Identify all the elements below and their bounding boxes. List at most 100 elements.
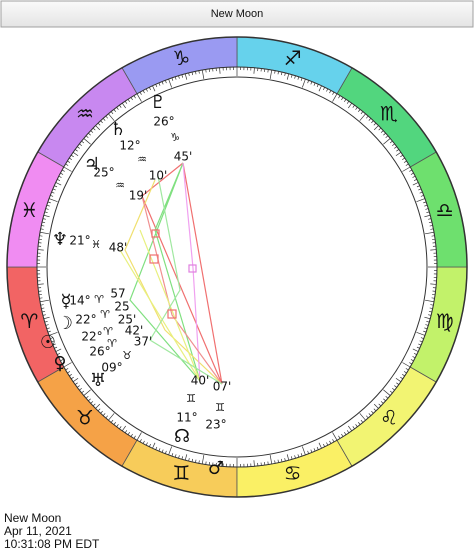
- degree-tick: [85, 135, 89, 139]
- degree-tick: [383, 398, 386, 402]
- degree-tick: [42, 218, 46, 220]
- degree-tick: [326, 442, 329, 446]
- degree-tick: [416, 185, 420, 188]
- degree-tick: [184, 73, 188, 80]
- aspect-marker: [188, 264, 197, 273]
- degree-tick: [368, 118, 372, 121]
- degree-tick: [70, 154, 74, 158]
- degree-tick: [307, 80, 310, 84]
- planet-minutes: 45': [174, 150, 193, 164]
- aspect-marker: [151, 229, 160, 238]
- degree-tick: [352, 104, 355, 108]
- degree-tick: [74, 149, 78, 152]
- degree-tick: [316, 446, 319, 450]
- planet-degree: 14°: [69, 294, 90, 308]
- degree-tick: [43, 316, 50, 320]
- degree-tick: [412, 356, 416, 359]
- planet-degree: 09°: [101, 361, 122, 375]
- degree-tick: [412, 348, 419, 352]
- degree-tick: [105, 115, 109, 119]
- degree-tick: [300, 453, 303, 457]
- degree-tick: [253, 67, 255, 74]
- degree-tick: [400, 376, 404, 380]
- degree-tick: [297, 76, 300, 80]
- degree-tick: [181, 74, 184, 78]
- degree-tick: [136, 93, 142, 102]
- degree-tick: [174, 454, 177, 458]
- degree-tick: [47, 201, 51, 204]
- degree-tick: [105, 415, 109, 419]
- degree-tick: [392, 388, 395, 391]
- degree-tick: [50, 337, 54, 340]
- degree-tick: [365, 115, 369, 119]
- planet-sign: ♈: [94, 293, 104, 306]
- degree-tick: [416, 346, 420, 349]
- degree-tick: [52, 188, 56, 191]
- degree-tick: [413, 353, 417, 355]
- aspect-lines: [119, 162, 223, 385]
- planet-minutes: 42': [125, 324, 144, 338]
- degree-tick: [46, 204, 50, 207]
- degree-tick: [338, 435, 341, 439]
- degree-tick: [416, 331, 426, 336]
- sign-glyph: ♈: [20, 309, 38, 333]
- planet-minutes: 40': [191, 374, 210, 388]
- degree-tick: [371, 410, 374, 414]
- planet-sign: ♑: [170, 131, 180, 144]
- degree-tick: [430, 304, 434, 306]
- degree-tick: [290, 74, 293, 78]
- degree-tick: [318, 442, 322, 449]
- degree-tick: [74, 382, 78, 385]
- degree-tick: [51, 191, 55, 194]
- degree-tick: [429, 307, 433, 309]
- degree-tick: [403, 371, 407, 374]
- degree-tick: [313, 448, 316, 452]
- degree-tick: [286, 454, 290, 461]
- degree-tick: [410, 172, 414, 175]
- degree-tick: [102, 413, 106, 416]
- degree-tick: [359, 113, 366, 121]
- degree-tick: [61, 362, 65, 365]
- degree-tick: [155, 84, 158, 88]
- degree-tick: [389, 390, 393, 394]
- degree-tick: [412, 175, 416, 178]
- degree-tick: [40, 304, 44, 306]
- degree-tick: [413, 179, 417, 181]
- degree-tick: [395, 377, 402, 383]
- aspect-marker: [167, 309, 177, 319]
- degree-tick: [60, 172, 64, 175]
- degree-tick: [152, 442, 156, 449]
- degree-tick: [130, 433, 133, 437]
- degree-tick: [58, 175, 62, 178]
- degree-tick: [429, 225, 433, 227]
- degree-tick: [116, 107, 119, 110]
- degree-tick: [425, 324, 429, 326]
- planet-glyph: ☽: [57, 313, 73, 334]
- degree-tick: [410, 359, 414, 362]
- degree-tick: [69, 374, 72, 377]
- degree-tick: [136, 432, 142, 441]
- degree-tick: [360, 419, 364, 423]
- degree-tick: [290, 456, 293, 460]
- planet-minutes: 37': [134, 335, 153, 349]
- degree-tick: [72, 377, 79, 383]
- degree-tick: [425, 299, 435, 303]
- degree-tick: [168, 78, 173, 88]
- degree-tick: [37, 249, 44, 251]
- degree-tick: [127, 432, 130, 435]
- planet-sign: ♈: [107, 337, 117, 350]
- degree-tick: [277, 459, 279, 463]
- degree-tick: [373, 122, 377, 126]
- planet-sign: ♒: [115, 179, 125, 192]
- degree-tick: [133, 95, 136, 99]
- planet-sign: ♊: [186, 392, 196, 405]
- degree-tick: [341, 97, 344, 101]
- degree-tick: [108, 413, 115, 421]
- degree-tick: [269, 455, 273, 465]
- wheel: ♈ ♉ ♊ ♋ ♌ ♍ ♎ ♏ ♐ ♑ ♒ ♓: [6, 36, 468, 498]
- degree-tick: [329, 90, 332, 94]
- degree-tick: [42, 221, 46, 224]
- degree-tick: [139, 91, 142, 95]
- degree-tick: [373, 408, 377, 412]
